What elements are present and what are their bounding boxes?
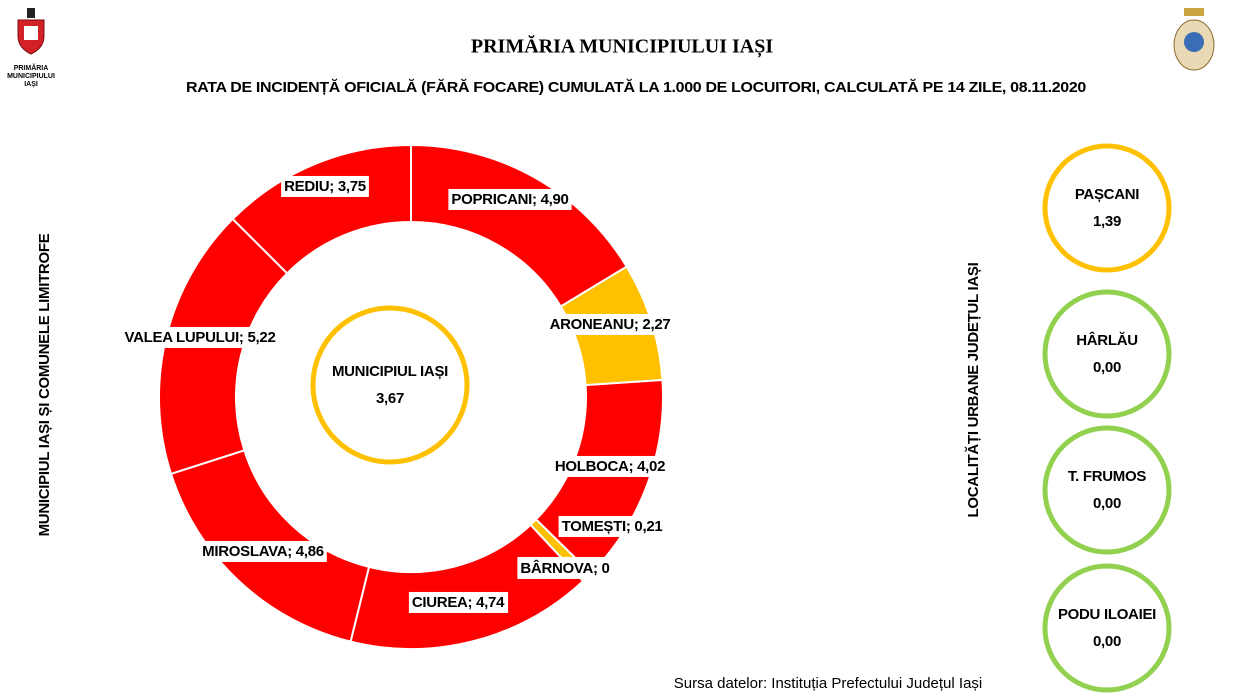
indicator-ring: [1042, 425, 1172, 555]
data-label: CIUREA; 4,74: [412, 594, 505, 611]
logo-line: PRIMĂRIA: [14, 63, 49, 72]
indicator-name: PAȘCANI: [1075, 186, 1139, 203]
label-box: [558, 515, 666, 537]
data-label: TOMEȘTI; 0,21: [562, 518, 663, 535]
logo-line: MUNICIPIULUI: [7, 73, 55, 80]
label-box: [551, 455, 669, 477]
data-label: BÂRNOVA; 0: [520, 559, 609, 577]
title: PRIMĂRIA MUNICIPIULUI IAȘI: [471, 34, 773, 59]
label-box: [546, 313, 674, 335]
indicator-name: MUNICIPIUL IAȘI: [332, 363, 448, 380]
indicator-ring: [1042, 563, 1172, 693]
indicator-name: T. FRUMOS: [1068, 468, 1146, 485]
labels: POPRICANI; 4,90 ARONEANU; 2,27 HOLBOCA; 4,…: [121, 175, 674, 613]
data-label: HOLBOCA; 4,02: [555, 458, 665, 475]
indicator-name: PODU ILOAIEI: [1058, 606, 1156, 623]
label-box: [408, 591, 509, 613]
label-box: [517, 556, 613, 579]
logo-left: PRIMĂRIA MUNICIPIULUI IAȘI: [7, 8, 55, 88]
label-box: [448, 188, 572, 210]
data-label: VALEA LUPULUI; 5,22: [125, 329, 276, 346]
slice: [410, 143, 629, 308]
label-box: [281, 175, 369, 197]
indicator-value: 1,39: [1093, 213, 1121, 230]
logo-line: IAȘI: [24, 81, 38, 88]
label-box: [121, 326, 279, 348]
label-box: [199, 540, 327, 562]
left-label: MUNICIPIUL IAȘI ȘI COMUNELE LIMITROFE: [36, 233, 53, 536]
indicator-ring: [1042, 289, 1172, 419]
indicator-value: 0,00: [1093, 633, 1121, 650]
indicator-ring: [1042, 143, 1172, 273]
subtitle: RATA DE INCIDENȚĂ OFICIALĂ (FĂRĂ FOCARE)…: [186, 79, 1086, 96]
data-label: POPRICANI; 4,90: [451, 191, 568, 208]
data-label: ARONEANU; 2,27: [550, 316, 671, 333]
data-label: REDIU; 3,75: [284, 178, 366, 195]
right-label: LOCALITĂȚI URBANE JUDEȚUL IAȘI: [965, 262, 982, 517]
logo-right: [1173, 8, 1215, 71]
indicator-name: HÂRLĂU: [1076, 331, 1138, 349]
urban-indicators: PAȘCANI 1,39 HÂRLĂU 0,00 T. FRUMOS 0,00 PODU I…: [1042, 143, 1172, 693]
data-label: MIROSLAVA; 4,86: [202, 543, 324, 560]
slice: [349, 523, 585, 650]
indicator-value: 0,00: [1093, 495, 1121, 512]
source: Sursa datelor: Instituția Prefectului Ju…: [674, 675, 983, 692]
indicator-value: 0,00: [1093, 359, 1121, 376]
indicator-ring: [310, 305, 470, 465]
indicator-value: 3,67: [376, 390, 404, 407]
